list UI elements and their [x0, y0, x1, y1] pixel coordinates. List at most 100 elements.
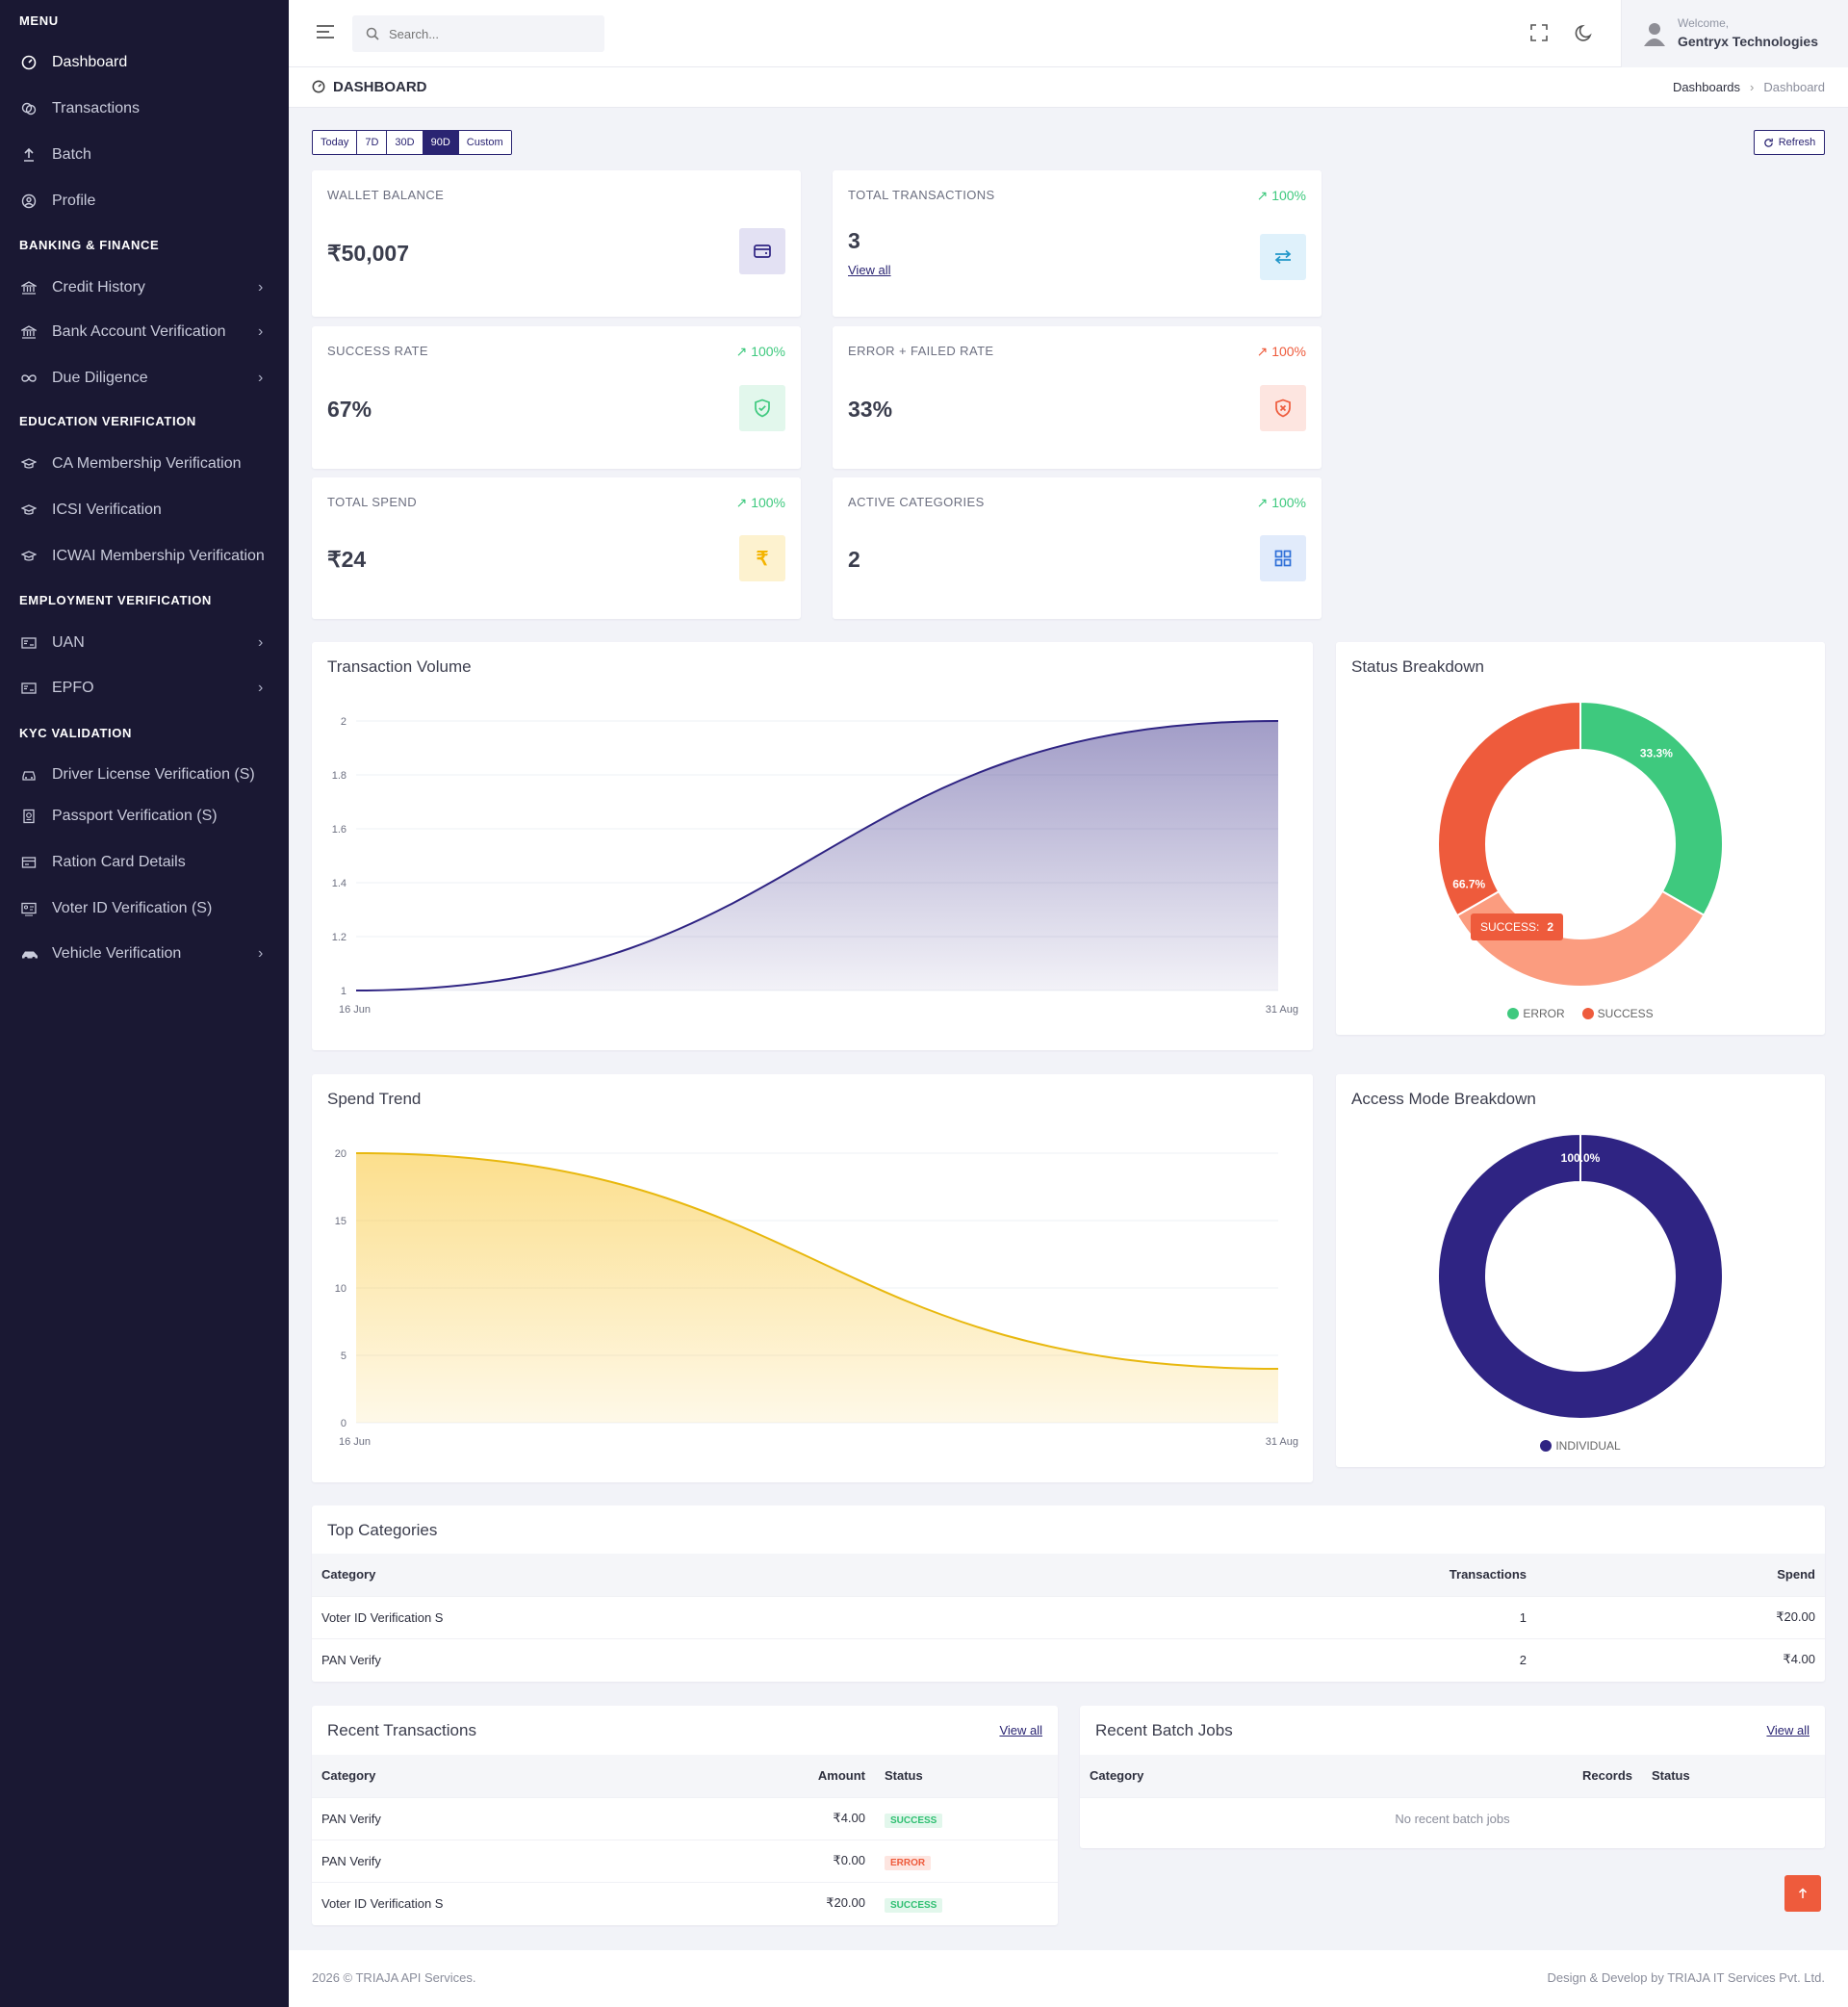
- legend-item-individual[interactable]: INDIVIDUAL: [1540, 1439, 1621, 1453]
- footer-copyright: 2026 © TRIAJA API Services.: [312, 1970, 476, 1985]
- sidebar-item-epfo[interactable]: EPFO ›: [21, 672, 273, 705]
- voter-card-icon: [21, 901, 52, 916]
- table-header-row: Category Transactions Spend: [312, 1554, 1825, 1596]
- cell-transactions: 1: [1247, 1595, 1536, 1638]
- refresh-button[interactable]: Refresh: [1754, 130, 1825, 155]
- menu-toggle-icon[interactable]: [316, 23, 335, 45]
- sidebar-item-ration-card[interactable]: Ration Card Details: [21, 846, 273, 879]
- transaction-volume-chart: 2 1.8 1.6 1.4 1.2 1 16 Jun 31 Aug: [332, 716, 1298, 1016]
- sidebar-item-icsi[interactable]: ICSI Verification: [21, 494, 273, 527]
- sidebar-item-uan[interactable]: UAN ›: [21, 627, 273, 659]
- table-row[interactable]: PAN Verify ₹4.00 SUCCESS: [312, 1796, 1058, 1840]
- series-line[interactable]: [355, 720, 1279, 991]
- sidebar-section-employment: EMPLOYMENT VERIFICATION: [19, 593, 212, 607]
- sidebar-item-voter-id[interactable]: Voter ID Verification (S): [21, 892, 273, 925]
- sidebar-item-bank-account-verification[interactable]: Bank Account Verification ›: [21, 316, 273, 348]
- sidebar-item-passport[interactable]: Passport Verification (S): [21, 800, 273, 833]
- table-row[interactable]: PAN Verify 2 ₹4.00: [312, 1637, 1825, 1681]
- graduation-cap-icon: [21, 549, 52, 564]
- user-menu[interactable]: Welcome, Gentryx Technologies: [1621, 0, 1848, 67]
- card-title: Recent Batch Jobs: [1095, 1721, 1233, 1739]
- range-today-button[interactable]: Today: [313, 131, 358, 154]
- view-all-recent-transactions-link[interactable]: View all: [999, 1723, 1042, 1737]
- table-row[interactable]: Voter ID Verification S 1 ₹20.00: [312, 1595, 1825, 1638]
- table-row[interactable]: PAN Verify ₹0.00 ERROR: [312, 1839, 1058, 1882]
- view-all-transactions-link[interactable]: View all: [848, 263, 891, 277]
- cell-amount: ₹0.00: [721, 1839, 875, 1882]
- recent-transactions-table: Category Amount Status PAN Verify ₹4.00 …: [312, 1755, 1058, 1924]
- slice-success-part-a[interactable]: [1455, 889, 1706, 988]
- sidebar-item-label: ICSI Verification: [52, 502, 162, 518]
- moon-icon[interactable]: [1575, 23, 1594, 47]
- sidebar-item-profile[interactable]: Profile: [21, 185, 273, 218]
- sidebar-item-label: UAN: [52, 634, 85, 651]
- sidebar-item-icwai[interactable]: ICWAI Membership Verification: [21, 540, 273, 573]
- sidebar-item-batch[interactable]: Batch: [21, 139, 273, 171]
- status-badge: SUCCESS: [885, 1897, 943, 1913]
- sidebar-item-label: Dashboard: [52, 54, 128, 70]
- sidebar-item-label: Ration Card Details: [52, 854, 186, 870]
- empty-row: No recent batch jobs: [1080, 1796, 1825, 1840]
- error-failed-rate-card: ERROR + FAILED RATE ↗ 100% 33%: [833, 326, 1322, 469]
- breadcrumb-parent[interactable]: Dashboards: [1672, 80, 1741, 94]
- search-input[interactable]: [389, 26, 581, 41]
- fullscreen-icon[interactable]: [1530, 24, 1548, 46]
- avatar: [1643, 21, 1666, 51]
- range-30d-button[interactable]: 30D: [387, 131, 424, 154]
- y-tick-label: 2: [341, 716, 346, 728]
- legend-item-success[interactable]: SUCCESS: [1581, 1007, 1654, 1020]
- sidebar-item-ca-membership[interactable]: CA Membership Verification: [21, 448, 273, 480]
- legend-swatch: [1507, 1008, 1520, 1019]
- sidebar-item-vehicle[interactable]: Vehicle Verification ›: [21, 938, 273, 970]
- slice-individual[interactable]: [1436, 1132, 1724, 1420]
- back-to-top-button[interactable]: [1784, 1875, 1821, 1912]
- x-tick-label: 16 Jun: [339, 1004, 371, 1016]
- y-tick-label: 5: [341, 1351, 346, 1362]
- sidebar-item-label: CA Membership Verification: [52, 455, 242, 472]
- breadcrumb-separator-icon: ›: [1750, 80, 1755, 94]
- series-line[interactable]: [355, 1152, 1279, 1370]
- sidebar-section-education: EDUCATION VERIFICATION: [19, 414, 196, 428]
- chevron-right-icon: ›: [258, 634, 264, 651]
- chevron-right-icon: ›: [258, 279, 264, 296]
- y-tick-label: 15: [335, 1216, 346, 1227]
- slice-label: 100.0%: [1561, 1151, 1601, 1165]
- access-mode-card: Access Mode Breakdown 100.0% INDIVIDUAL: [1336, 1074, 1825, 1467]
- sidebar-item-credit-history[interactable]: Credit History ›: [21, 271, 273, 304]
- slice-error[interactable]: [1579, 700, 1724, 917]
- range-7d-button[interactable]: 7D: [357, 131, 388, 154]
- dashboard-icon: [312, 80, 325, 98]
- range-custom-button[interactable]: Custom: [458, 131, 511, 154]
- sidebar-item-label: Profile: [52, 193, 96, 209]
- arrow-up-right-icon: ↗: [735, 495, 752, 510]
- search-icon: [366, 27, 379, 40]
- x-tick-label: 31 Aug: [1266, 1004, 1298, 1016]
- slice-success[interactable]: [1437, 700, 1581, 917]
- card-title: Recent Transactions: [327, 1721, 476, 1739]
- column-header-category: Category: [312, 1755, 721, 1797]
- trend-up: ↗ 100%: [736, 495, 785, 511]
- shield-x-icon: [1260, 385, 1306, 431]
- sidebar-item-transactions[interactable]: Transactions: [21, 92, 273, 125]
- sidebar-item-due-diligence[interactable]: Due Diligence ›: [21, 362, 273, 395]
- success-rate-card: SUCCESS RATE ↗ 100% 67%: [312, 326, 801, 469]
- view-all-batch-jobs-link[interactable]: View all: [1766, 1723, 1810, 1737]
- sidebar-item-driver-license[interactable]: Driver License Verification (S): [21, 759, 273, 791]
- trend-value: 100%: [1271, 344, 1306, 359]
- infinity-icon: [21, 371, 52, 386]
- chart-tooltip: SUCCESS: 2: [1471, 913, 1563, 940]
- sidebar-item-label: Bank Account Verification: [52, 323, 226, 340]
- table-row[interactable]: Voter ID Verification S ₹20.00 SUCCESS: [312, 1881, 1058, 1924]
- sidebar-item-dashboard[interactable]: Dashboard: [21, 46, 273, 79]
- cell-spend: ₹20.00: [1536, 1595, 1825, 1638]
- y-tick-label: 1.2: [332, 932, 346, 943]
- chart-legend: ERROR SUCCESS: [1336, 1007, 1825, 1020]
- range-90d-button[interactable]: 90D: [423, 131, 459, 154]
- sidebar-item-label: Vehicle Verification: [52, 945, 182, 962]
- x-tick-label: 31 Aug: [1266, 1436, 1298, 1448]
- grid-icon: [1260, 535, 1306, 581]
- legend-item-error[interactable]: ERROR: [1507, 1007, 1565, 1020]
- search-box[interactable]: [352, 15, 604, 52]
- id-card-icon: [21, 635, 52, 651]
- stat-label: ERROR + FAILED RATE: [848, 344, 994, 358]
